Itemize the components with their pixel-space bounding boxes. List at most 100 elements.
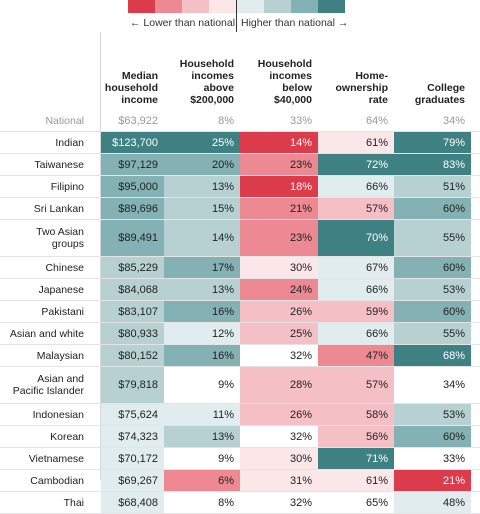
row-label: Thai (0, 492, 84, 513)
row-separator (0, 344, 480, 345)
table-cell: 48% (394, 492, 471, 513)
table-cell: 26% (240, 404, 318, 425)
row-separator (0, 403, 480, 404)
legend-swatch-low (128, 0, 155, 13)
column-header-text: Household incomes below $40,000 (257, 58, 312, 106)
column-header: Household incomes above $200,000 (164, 56, 234, 106)
row-label-text: National (45, 114, 84, 127)
table-cell: 70% (318, 220, 394, 256)
legend-swatch-high (318, 0, 345, 13)
table-cell: 33% (394, 448, 471, 469)
row-separator (0, 175, 480, 176)
row-label: Asian and Pacific Islander (0, 367, 84, 403)
table-cell: 47% (318, 345, 394, 366)
color-legend: ← Lower than national Higher than nation… (128, 0, 348, 32)
table-cell: 79% (394, 132, 471, 153)
table-cell: 23% (240, 220, 318, 256)
row-label: Indonesian (0, 404, 84, 425)
table-row: Asian and Pacific Islander $79,818 9% 28% 57… (0, 367, 480, 403)
table-cell: 61% (318, 470, 394, 491)
table-cell: $63,922 (101, 110, 164, 131)
row-label: Two Asian groups (0, 220, 84, 256)
table-cell: 57% (318, 198, 394, 219)
table-cell: 33% (240, 110, 318, 131)
table-row: Japanese $84,068 13% 24% 66% 53% (0, 279, 480, 300)
table-cell: 61% (318, 132, 394, 153)
row-label-text: Chinese (45, 261, 84, 274)
table-cell: 65% (318, 492, 394, 513)
column-header-text: College graduates (414, 82, 465, 106)
row-separator (0, 197, 480, 198)
table-cell: 59% (318, 301, 394, 322)
column-header: Home- ownership rate (318, 56, 388, 106)
table-cell: 17% (164, 257, 240, 278)
table-cell: $70,172 (101, 448, 164, 469)
row-label: Asian and white (0, 323, 84, 344)
table-cell: 66% (318, 323, 394, 344)
table-row: Taiwanese $97,129 20% 23% 72% 83% (0, 154, 480, 175)
row-separator (0, 300, 480, 301)
row-label: Taiwanese (0, 154, 84, 175)
legend-divider (236, 0, 237, 32)
row-label-text: Thai (63, 496, 84, 509)
table-cell: 32% (240, 426, 318, 447)
table-cell: $97,129 (101, 154, 164, 175)
table-cell: 11% (164, 404, 240, 425)
table-cell: 66% (318, 176, 394, 197)
table-cell: 31% (240, 470, 318, 491)
table-cell: 66% (318, 279, 394, 300)
table-cell: 58% (318, 404, 394, 425)
row-label-text: Vietnamese (28, 452, 84, 465)
column-header: Household incomes below $40,000 (240, 56, 312, 106)
row-label-text: Asian and Pacific Islander (12, 373, 84, 397)
table-cell: 20% (164, 154, 240, 175)
table-cell: 55% (394, 323, 471, 344)
table-row: Chinese $85,229 17% 30% 67% 60% (0, 257, 480, 278)
row-label: Sri Lankan (0, 198, 84, 219)
table-row: Korean $74,323 13% 32% 56% 60% (0, 426, 480, 447)
row-separator (0, 256, 480, 257)
table-cell: 16% (164, 345, 240, 366)
table-cell: 72% (318, 154, 394, 175)
table-cell: 55% (394, 220, 471, 256)
table-cell: 8% (164, 110, 240, 131)
table-cell: 71% (318, 448, 394, 469)
table-row: Indonesian $75,624 11% 26% 58% 53% (0, 404, 480, 425)
row-separator (0, 153, 480, 154)
row-separator (0, 278, 480, 279)
table-cell: 13% (164, 279, 240, 300)
legend-swatch-low (182, 0, 209, 13)
legend-swatch-low (209, 0, 236, 13)
row-label-text: Cambodian (30, 474, 84, 487)
legend-swatch-high (291, 0, 318, 13)
row-separator (0, 469, 480, 470)
row-separator (0, 322, 480, 323)
row-label: Pakistani (0, 301, 84, 322)
row-separator (0, 366, 480, 367)
row-label: Chinese (0, 257, 84, 278)
table-cell: 56% (318, 426, 394, 447)
row-label-text: Pakistani (41, 305, 84, 318)
table-cell: 23% (240, 154, 318, 175)
table-cell: $83,107 (101, 301, 164, 322)
table-row: Pakistani $83,107 16% 26% 59% 60% (0, 301, 480, 322)
column-header-text: Median household income (104, 70, 158, 106)
row-label-text: Two Asian groups (36, 226, 84, 250)
row-label: National (0, 110, 84, 131)
table-cell: 24% (240, 279, 318, 300)
row-separator (0, 447, 480, 448)
table-cell: 64% (318, 110, 394, 131)
table-cell: 9% (164, 448, 240, 469)
row-label-text: Taiwanese (34, 158, 84, 171)
table-cell: $123,700 (101, 132, 164, 153)
table-cell: 14% (164, 220, 240, 256)
row-label-text: Filipino (50, 180, 84, 193)
table-cell: 6% (164, 470, 240, 491)
row-label: Vietnamese (0, 448, 84, 469)
row-label-text: Japanese (38, 283, 84, 296)
table-cell: 13% (164, 426, 240, 447)
row-label: Malaysian (0, 345, 84, 366)
table-cell: $89,491 (101, 220, 164, 256)
row-label: Filipino (0, 176, 84, 197)
table-cell: 12% (164, 323, 240, 344)
